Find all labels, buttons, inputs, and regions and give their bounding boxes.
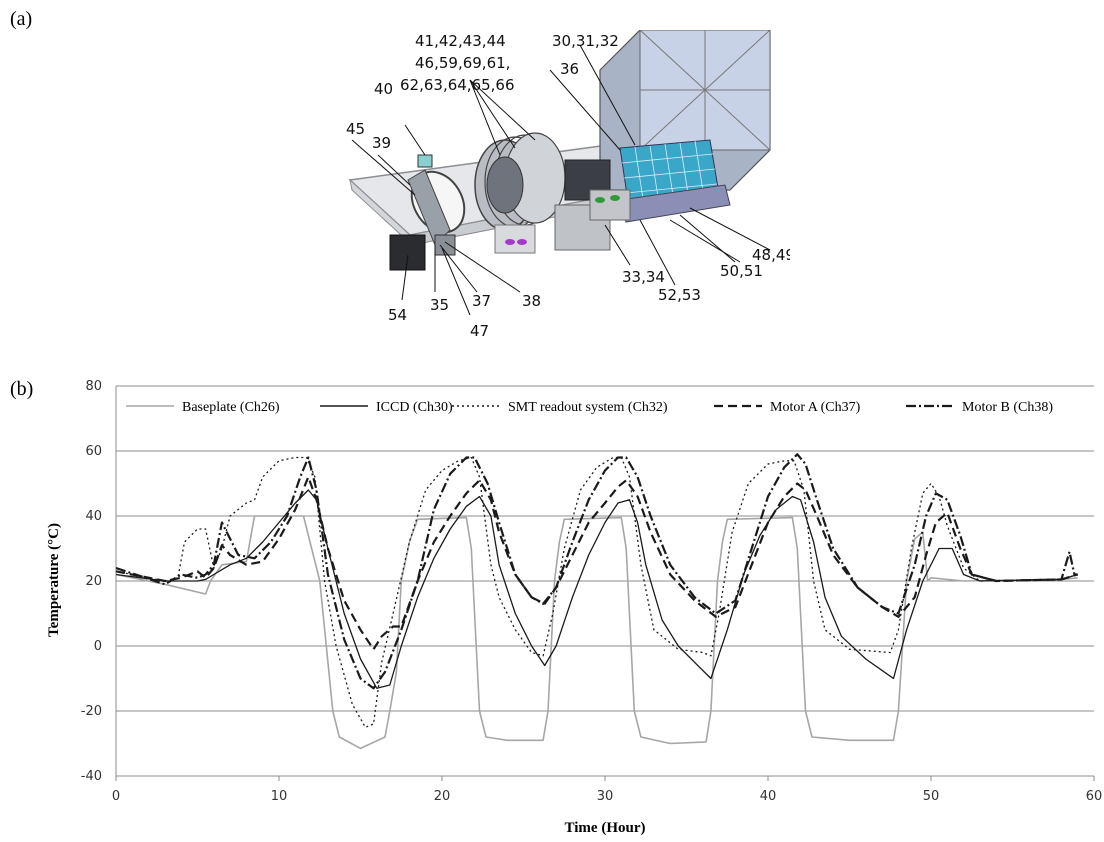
callout-50-51: 50,51	[720, 262, 763, 280]
chart-grid	[116, 385, 1094, 777]
callout-45: 45	[346, 120, 365, 138]
x-tick-label: 20	[434, 789, 451, 804]
chart-axes: -40 -20 0 20 40 60 80 0 10 20 30 40 50 60	[81, 379, 1103, 804]
instrument-cad-diagram: 41,42,43,44 46,59,69,61, 62,63,64,65,66 …	[346, 30, 790, 340]
series-line-1	[115, 515, 1078, 750]
x-axis-title: Time (Hour)	[565, 820, 646, 836]
callout-47: 47	[470, 322, 489, 340]
telescope-frame-illustration	[599, 30, 771, 223]
callout-62-66: 62,63,64,65,66	[400, 76, 515, 94]
callout-36: 36	[560, 60, 579, 78]
panel-a-label: (a)	[10, 8, 33, 30]
callout-46-61: 46,59,69,61,	[415, 54, 510, 72]
x-tick-label: 10	[271, 789, 288, 804]
y-tick-label: -40	[81, 769, 102, 784]
callout-33-34: 33,34	[622, 268, 665, 286]
y-axis-title: Temperature (°C)	[46, 523, 62, 637]
x-tick-label: 60	[1086, 789, 1103, 804]
legend-label-4: Motor A (Ch37)	[770, 400, 861, 415]
callout-48-49: 48,49	[752, 246, 790, 264]
series-line-3	[115, 456, 1078, 728]
callout-41-44: 41,42,43,44	[415, 32, 506, 50]
callout-40: 40	[374, 80, 393, 98]
temperature-chart: -40 -20 0 20 40 60 80 0 10 20 30 40 50 60 Baseplate (…	[46, 379, 1103, 836]
legend-label-3: SMT readout system (Ch32)	[508, 400, 668, 415]
legend-label-2: ICCD (Ch30)	[376, 400, 453, 415]
y-tick-label: -20	[81, 704, 102, 719]
callout-52-53: 52,53	[658, 286, 701, 304]
callout-30-32: 30,31,32	[552, 32, 619, 50]
legend-label-1: Baseplate (Ch26)	[182, 400, 280, 415]
y-tick-label: 0	[94, 639, 102, 654]
series-line-4	[115, 475, 1079, 651]
callout-39: 39	[372, 134, 391, 152]
x-tick-label: 0	[112, 789, 120, 804]
callout-38: 38	[522, 292, 541, 310]
panel-b-label: (b)	[10, 378, 34, 400]
series-line-5	[115, 453, 1078, 690]
callout-35: 35	[430, 296, 449, 314]
chart-legend: Baseplate (Ch26) ICCD (Ch30) SMT readout s…	[126, 400, 1053, 415]
mirror-assembly-illustration	[389, 154, 466, 271]
x-tick-label: 40	[760, 789, 777, 804]
x-tick-label: 30	[597, 789, 614, 804]
legend-label-5: Motor B (Ch38)	[962, 400, 1053, 415]
detector-cylinder-illustration	[474, 132, 631, 254]
callout-37: 37	[472, 292, 491, 310]
series-line-2	[115, 489, 1078, 689]
y-tick-label: 60	[85, 444, 102, 459]
y-tick-label: 40	[85, 509, 102, 524]
y-tick-label: 20	[85, 574, 102, 589]
chart-series	[115, 453, 1079, 750]
callout-54: 54	[388, 306, 407, 324]
x-tick-label: 50	[923, 789, 940, 804]
y-tick-label: 80	[85, 379, 102, 394]
